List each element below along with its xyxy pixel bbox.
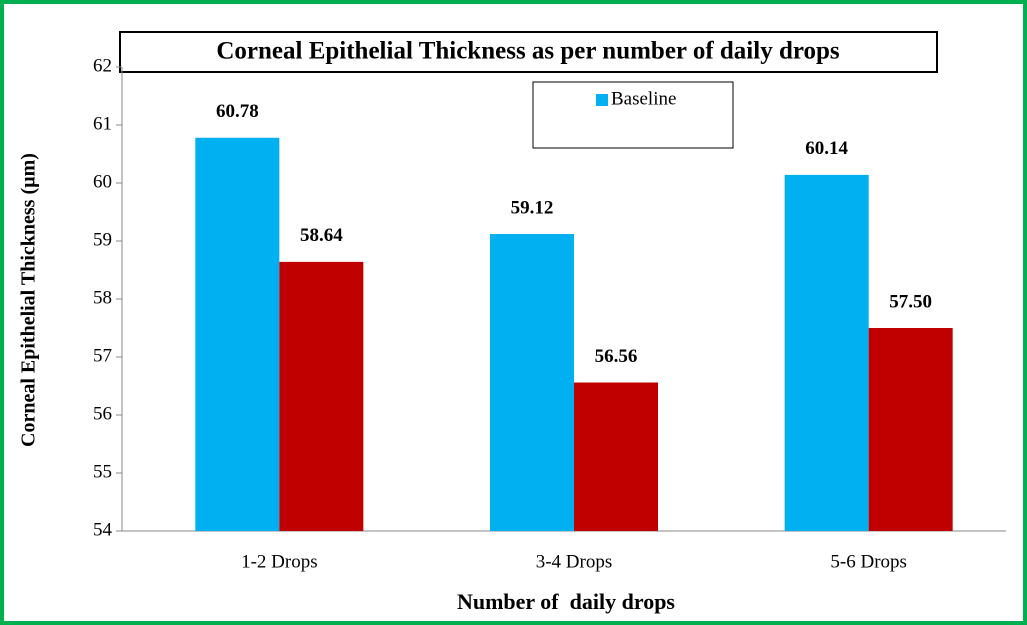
chart-title: Corneal Epithelial Thickness as per numb…	[216, 38, 840, 65]
bar	[490, 234, 574, 532]
y-tick-label: 55	[93, 461, 112, 482]
y-tick-label: 56	[93, 403, 112, 424]
bar	[195, 137, 280, 531]
value-label: 60.14	[805, 138, 848, 159]
value-label: 56.56	[595, 346, 638, 367]
y-tick-label: 57	[93, 345, 112, 366]
y-tick-label: 54	[93, 519, 113, 540]
y-tick-label: 58	[93, 287, 112, 308]
value-label: 59.12	[511, 197, 554, 218]
bar	[279, 261, 364, 531]
x-tick-label: 3-4 Drops	[536, 551, 613, 572]
bar	[784, 174, 869, 531]
legend-box	[532, 81, 734, 149]
value-label: 60.78	[216, 101, 259, 122]
y-tick-label: 59	[93, 229, 112, 250]
legend-label: Baseline	[611, 88, 676, 109]
x-tick-label: 5-6 Drops	[830, 551, 907, 572]
x-tick-label: 1-2 Drops	[241, 551, 318, 572]
x-axis-title: Number of daily drops	[457, 589, 675, 614]
value-label: 57.50	[889, 291, 932, 312]
title-box	[119, 31, 938, 73]
y-tick-label: 62	[93, 55, 112, 76]
legend-swatch	[596, 94, 608, 106]
y-tick-label: 61	[93, 113, 112, 134]
y-axis-title: Corneal Epithelial Thickness (µm)	[18, 153, 40, 447]
bar	[574, 382, 658, 531]
value-label: 58.64	[300, 225, 343, 246]
y-tick-label: 60	[93, 171, 112, 192]
bar	[868, 328, 953, 531]
